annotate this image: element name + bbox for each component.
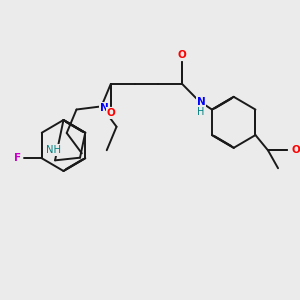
Text: F: F bbox=[14, 153, 21, 163]
Text: N: N bbox=[196, 97, 205, 107]
Text: N: N bbox=[100, 103, 109, 113]
Text: O: O bbox=[106, 108, 115, 118]
Text: O: O bbox=[291, 146, 300, 155]
Text: NH: NH bbox=[46, 145, 61, 155]
Text: H: H bbox=[197, 107, 205, 117]
Text: O: O bbox=[178, 50, 187, 60]
